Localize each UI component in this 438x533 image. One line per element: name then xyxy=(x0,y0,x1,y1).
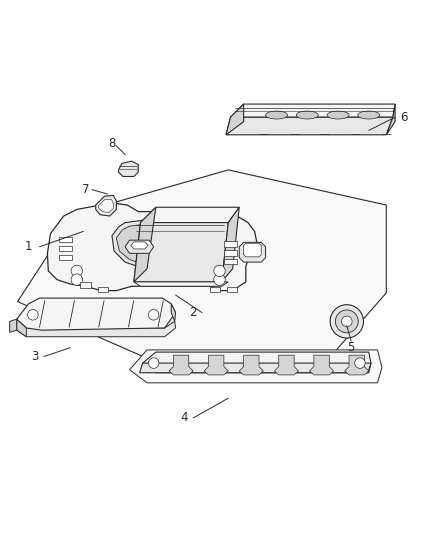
Polygon shape xyxy=(226,117,392,135)
Polygon shape xyxy=(344,355,368,375)
Circle shape xyxy=(341,316,351,327)
Polygon shape xyxy=(98,199,113,213)
Text: 5: 5 xyxy=(347,341,354,354)
Polygon shape xyxy=(125,240,153,253)
Polygon shape xyxy=(131,242,148,249)
Polygon shape xyxy=(10,319,17,333)
Text: 3: 3 xyxy=(32,350,39,363)
Circle shape xyxy=(213,265,225,277)
Bar xyxy=(59,246,72,251)
Circle shape xyxy=(148,358,159,368)
Polygon shape xyxy=(112,218,201,268)
Polygon shape xyxy=(142,352,370,373)
Polygon shape xyxy=(226,104,243,135)
Polygon shape xyxy=(129,350,381,383)
Text: 1: 1 xyxy=(25,240,32,253)
Text: 6: 6 xyxy=(399,111,407,124)
Circle shape xyxy=(213,274,225,285)
Polygon shape xyxy=(385,104,394,135)
Bar xyxy=(98,287,108,292)
Polygon shape xyxy=(134,282,228,286)
Polygon shape xyxy=(239,243,265,262)
Ellipse shape xyxy=(296,111,318,119)
Bar xyxy=(209,287,220,292)
Polygon shape xyxy=(17,319,26,337)
Bar xyxy=(223,251,237,255)
Text: 2: 2 xyxy=(189,306,197,319)
Bar xyxy=(223,259,237,264)
Circle shape xyxy=(335,310,357,333)
Polygon shape xyxy=(335,311,358,322)
Polygon shape xyxy=(95,196,116,216)
Polygon shape xyxy=(134,223,228,282)
Polygon shape xyxy=(18,170,385,363)
Polygon shape xyxy=(140,207,239,223)
Polygon shape xyxy=(171,304,175,321)
Polygon shape xyxy=(309,355,333,375)
Bar xyxy=(226,287,237,292)
Bar xyxy=(59,255,72,260)
Polygon shape xyxy=(243,243,261,257)
Text: 7: 7 xyxy=(81,183,89,196)
Polygon shape xyxy=(230,104,394,117)
Circle shape xyxy=(28,310,38,320)
Polygon shape xyxy=(118,161,138,176)
Polygon shape xyxy=(17,319,175,337)
Polygon shape xyxy=(134,207,155,282)
Bar xyxy=(223,241,237,247)
Polygon shape xyxy=(274,355,298,375)
Ellipse shape xyxy=(265,111,287,119)
Circle shape xyxy=(148,310,159,320)
Polygon shape xyxy=(139,363,370,373)
Circle shape xyxy=(329,305,363,338)
Circle shape xyxy=(71,265,82,277)
Ellipse shape xyxy=(326,111,348,119)
Ellipse shape xyxy=(357,111,379,119)
Polygon shape xyxy=(47,203,256,290)
Text: 8: 8 xyxy=(108,137,115,150)
Text: 4: 4 xyxy=(180,411,188,424)
Circle shape xyxy=(71,274,82,285)
Polygon shape xyxy=(17,298,175,330)
Polygon shape xyxy=(239,355,263,375)
Polygon shape xyxy=(221,207,239,282)
Bar xyxy=(80,282,91,288)
Polygon shape xyxy=(116,223,194,264)
Circle shape xyxy=(354,358,364,368)
Polygon shape xyxy=(204,355,228,375)
Bar xyxy=(59,237,72,243)
Polygon shape xyxy=(169,355,193,375)
